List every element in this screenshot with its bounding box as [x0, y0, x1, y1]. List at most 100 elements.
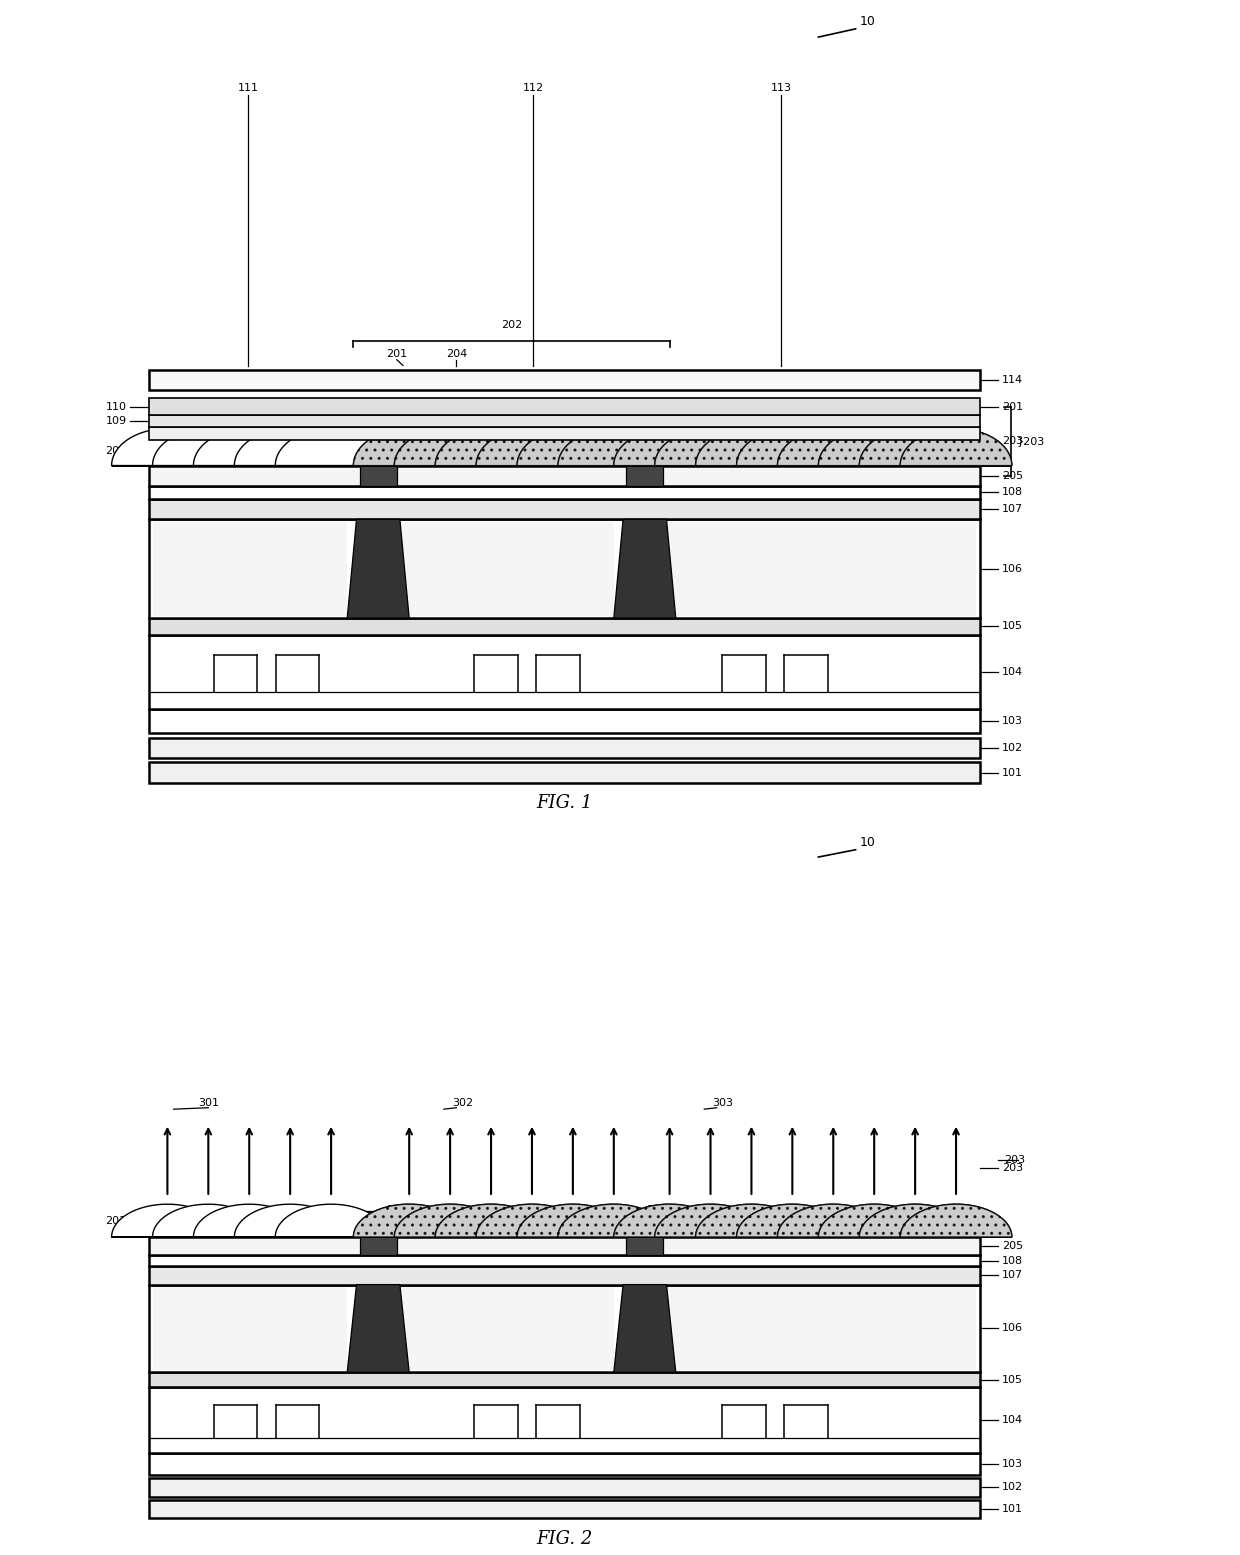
Polygon shape	[476, 1204, 588, 1238]
Text: 204: 204	[646, 1205, 668, 1216]
Polygon shape	[900, 1204, 1012, 1238]
Text: 104: 104	[1002, 1415, 1023, 1424]
Polygon shape	[193, 1204, 305, 1238]
Polygon shape	[655, 429, 766, 465]
Bar	[149, 415, 980, 428]
Bar	[149, 1255, 980, 1266]
Bar	[149, 499, 980, 519]
Text: 201: 201	[105, 1216, 126, 1225]
Polygon shape	[517, 429, 629, 465]
Bar	[149, 1479, 980, 1496]
Polygon shape	[234, 429, 346, 465]
Text: 102: 102	[1002, 1482, 1023, 1493]
Polygon shape	[394, 429, 506, 465]
Polygon shape	[353, 1204, 465, 1238]
Polygon shape	[476, 429, 588, 465]
Polygon shape	[859, 429, 971, 465]
Polygon shape	[353, 429, 465, 465]
Bar	[149, 1373, 980, 1387]
Polygon shape	[275, 1204, 387, 1238]
Polygon shape	[859, 429, 971, 465]
Polygon shape	[347, 1284, 409, 1373]
Text: 110: 110	[105, 401, 126, 412]
Text: 301: 301	[198, 1098, 218, 1107]
Bar	[149, 709, 980, 734]
Polygon shape	[394, 1204, 506, 1238]
Bar	[149, 428, 980, 440]
Text: 204: 204	[445, 350, 467, 359]
Polygon shape	[347, 519, 409, 619]
Text: 202: 202	[386, 1205, 408, 1216]
Polygon shape	[112, 429, 223, 465]
Polygon shape	[614, 519, 676, 619]
Polygon shape	[777, 1204, 889, 1238]
Polygon shape	[153, 1204, 264, 1238]
Bar	[149, 398, 980, 415]
Polygon shape	[818, 1204, 930, 1238]
Polygon shape	[476, 1204, 588, 1238]
Text: 107: 107	[1002, 1270, 1023, 1280]
Text: 205: 205	[1002, 1241, 1023, 1252]
Text: 101: 101	[1002, 768, 1023, 778]
Polygon shape	[818, 429, 930, 465]
Polygon shape	[558, 1204, 670, 1238]
Polygon shape	[193, 429, 305, 465]
Text: 202: 202	[501, 320, 522, 330]
Polygon shape	[435, 429, 547, 465]
Bar	[360, 423, 397, 487]
Text: 108: 108	[1002, 487, 1023, 498]
Text: 113: 113	[771, 82, 791, 93]
Polygon shape	[558, 429, 670, 465]
Text: 201: 201	[1002, 401, 1023, 412]
Bar	[667, 1288, 976, 1370]
Polygon shape	[655, 1204, 766, 1238]
Polygon shape	[737, 1204, 848, 1238]
Text: 105: 105	[1002, 622, 1023, 631]
Text: 203: 203	[1002, 1163, 1023, 1172]
Text: 201: 201	[386, 350, 408, 359]
Polygon shape	[353, 1204, 465, 1238]
Polygon shape	[696, 429, 807, 465]
Bar	[149, 1452, 980, 1474]
Text: 203: 203	[1004, 1155, 1025, 1165]
Bar	[149, 634, 980, 709]
Polygon shape	[614, 429, 725, 465]
Polygon shape	[234, 1204, 346, 1238]
Bar	[149, 762, 980, 784]
Bar	[149, 1238, 980, 1255]
Text: 106: 106	[1002, 563, 1023, 574]
Bar	[360, 1211, 397, 1255]
Bar	[149, 1284, 980, 1373]
Polygon shape	[818, 429, 930, 465]
Polygon shape	[614, 1284, 676, 1373]
Bar	[149, 370, 980, 390]
Bar	[149, 487, 980, 499]
Polygon shape	[517, 429, 629, 465]
Text: 112: 112	[522, 82, 544, 93]
Polygon shape	[859, 1204, 971, 1238]
Polygon shape	[517, 1204, 629, 1238]
Polygon shape	[476, 429, 588, 465]
Polygon shape	[435, 1204, 547, 1238]
Text: 102: 102	[1002, 743, 1023, 753]
Bar	[149, 1387, 980, 1452]
Bar	[149, 619, 980, 634]
Bar	[149, 465, 980, 487]
Text: 104: 104	[1002, 667, 1023, 676]
Text: }203: }203	[1017, 437, 1045, 446]
Polygon shape	[353, 429, 465, 465]
Bar	[149, 1501, 980, 1518]
Text: 111: 111	[238, 82, 258, 93]
Text: 203: 203	[1002, 437, 1023, 446]
Bar	[626, 1211, 663, 1255]
Text: 103: 103	[1002, 1459, 1023, 1468]
Text: 106: 106	[1002, 1323, 1023, 1334]
Polygon shape	[859, 1204, 971, 1238]
Text: 10: 10	[861, 837, 875, 849]
Text: 10: 10	[861, 14, 875, 28]
Bar	[626, 423, 663, 487]
Polygon shape	[900, 429, 1012, 465]
Polygon shape	[517, 1204, 629, 1238]
Polygon shape	[558, 429, 670, 465]
Polygon shape	[777, 429, 889, 465]
